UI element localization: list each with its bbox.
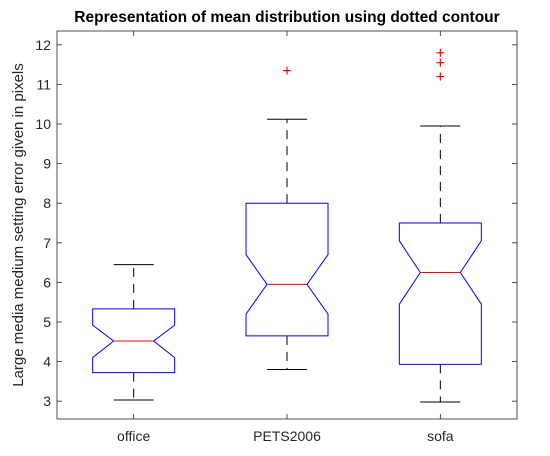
x-tick-label: sofa (427, 428, 454, 444)
notched-box (398, 222, 482, 365)
outlier-marker (283, 66, 291, 75)
y-tick-label: 7 (43, 235, 51, 251)
y-axis-label: Large media medium setting error given i… (10, 63, 27, 387)
y-tick-label: 5 (43, 314, 51, 330)
x-axis-ticks: office PETS2006 sofa (117, 31, 454, 444)
notched-box (92, 308, 176, 374)
notched-box (245, 202, 329, 337)
outlier-marker (436, 48, 445, 57)
chart-title: Representation of mean distribution usin… (74, 9, 499, 26)
box-group (92, 48, 482, 403)
y-tick-label: 10 (35, 116, 51, 132)
y-tick-label: 8 (43, 195, 51, 211)
outlier-marker (436, 72, 445, 81)
box-PETS2006 (245, 66, 329, 371)
y-tick-label: 12 (35, 37, 51, 53)
x-tick-label: PETS2006 (253, 428, 321, 444)
box-office (92, 264, 176, 401)
y-tick-label: 4 (43, 354, 51, 370)
y-tick-label: 6 (43, 274, 51, 290)
y-tick-label: 9 (43, 156, 51, 172)
outlier-marker (436, 58, 445, 67)
y-tick-label: 11 (36, 76, 51, 92)
x-tick-label: office (117, 428, 150, 444)
box-sofa (398, 48, 482, 403)
y-tick-label: 3 (43, 393, 51, 409)
y-axis-ticks: 3 4 5 6 7 8 9 10 11 12 (35, 37, 517, 409)
